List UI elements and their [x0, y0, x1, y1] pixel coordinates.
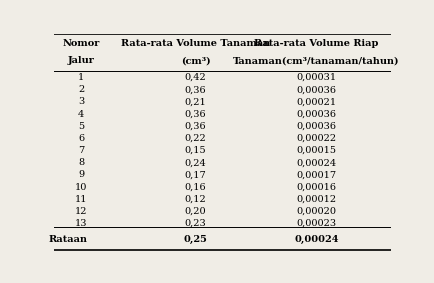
Text: 0,17: 0,17 — [184, 170, 207, 179]
Text: 5: 5 — [78, 122, 84, 131]
Text: 0,00012: 0,00012 — [296, 195, 337, 204]
Text: 0,16: 0,16 — [185, 183, 206, 192]
Text: 9: 9 — [78, 170, 84, 179]
Text: 7: 7 — [78, 146, 84, 155]
Text: 0,15: 0,15 — [185, 146, 206, 155]
Text: Jalur: Jalur — [68, 56, 95, 65]
Text: 0,24: 0,24 — [184, 158, 207, 167]
Text: 10: 10 — [75, 183, 87, 192]
Text: 1: 1 — [78, 73, 84, 82]
Text: 0,00024: 0,00024 — [296, 158, 337, 167]
Text: 3: 3 — [78, 97, 84, 106]
Text: 8: 8 — [78, 158, 84, 167]
Text: 0,00024: 0,00024 — [294, 235, 339, 244]
Text: 0,00036: 0,00036 — [296, 110, 337, 119]
Text: 0,00031: 0,00031 — [296, 73, 337, 82]
Text: 0,00036: 0,00036 — [296, 122, 337, 131]
Text: 0,20: 0,20 — [185, 207, 206, 216]
Text: 6: 6 — [78, 134, 84, 143]
Text: 0,00022: 0,00022 — [296, 134, 337, 143]
Text: 0,00016: 0,00016 — [296, 183, 337, 192]
Text: Rata-rata Volume Riap: Rata-rata Volume Riap — [254, 39, 379, 48]
Text: (cm³): (cm³) — [181, 56, 210, 65]
Text: 0,00015: 0,00015 — [296, 146, 337, 155]
Text: 0,00017: 0,00017 — [296, 170, 337, 179]
Text: 0,36: 0,36 — [185, 122, 206, 131]
Text: Rata-rata Volume Tanaman: Rata-rata Volume Tanaman — [121, 39, 270, 48]
Text: 0,00021: 0,00021 — [296, 97, 337, 106]
Text: Nomor: Nomor — [62, 39, 100, 48]
Text: 0,42: 0,42 — [184, 73, 207, 82]
Text: 13: 13 — [75, 219, 87, 228]
Text: 0,21: 0,21 — [184, 97, 207, 106]
Text: 11: 11 — [75, 195, 87, 204]
Text: 0,00036: 0,00036 — [296, 85, 337, 94]
Text: 0,22: 0,22 — [184, 134, 207, 143]
Text: 0,36: 0,36 — [185, 85, 206, 94]
Text: 4: 4 — [78, 110, 84, 119]
Text: 0,00023: 0,00023 — [296, 219, 337, 228]
Text: 12: 12 — [75, 207, 87, 216]
Text: 0,23: 0,23 — [184, 219, 207, 228]
Text: 2: 2 — [78, 85, 84, 94]
Text: 0,00020: 0,00020 — [296, 207, 337, 216]
Text: Tanaman(cm³/tanaman/tahun): Tanaman(cm³/tanaman/tahun) — [233, 56, 400, 65]
Text: 0,25: 0,25 — [184, 235, 207, 244]
Text: 0,36: 0,36 — [185, 110, 206, 119]
Text: 0,12: 0,12 — [184, 195, 207, 204]
Text: Rataan: Rataan — [48, 235, 87, 244]
